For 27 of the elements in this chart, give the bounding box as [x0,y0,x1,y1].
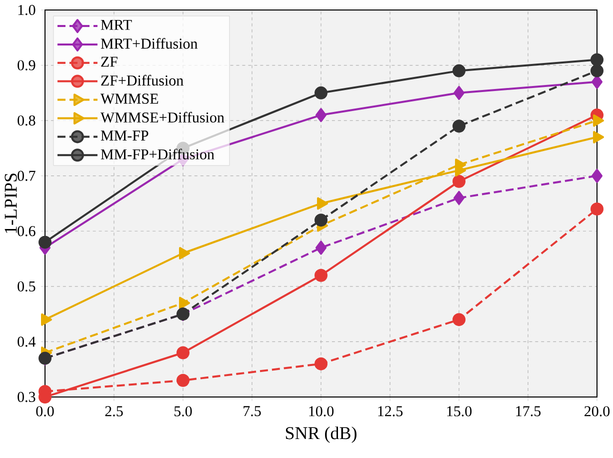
x-tick-label: 2.5 [105,406,123,416]
legend-label: WMMSE [100,94,158,104]
x-axis-title: SNR (dB) [286,426,356,443]
legend-label: MRT [100,20,132,30]
x-tick-label: 7.5 [244,406,261,416]
y-tick-label: 0.7 [18,170,36,181]
legend-label: MM-FP [100,130,148,140]
y-tick-label: 0.5 [18,281,36,292]
legend-label: MRT+Diffusion [100,38,198,49]
x-tick-label: 10.0 [309,406,334,416]
y-tick-label: 0.4 [18,336,36,347]
x-tick-label: 17.5 [516,406,541,416]
x-tick-label: 12.5 [378,406,403,416]
y-tick-label: 1.0 [18,4,36,16]
y-axis-title: 1-LPIPS [4,174,17,233]
legend-label: WMMSE+Diffusion [100,112,224,123]
y-tick-label: 0.9 [18,60,36,70]
legend-label: ZF [101,56,118,67]
x-tick-label: 15.0 [447,406,472,416]
y-tick-label: 0.8 [18,115,36,126]
x-tick-label: 0.0 [36,406,54,416]
x-tick-label: 20.0 [584,406,610,416]
y-tick-label: 0.3 [18,392,36,402]
y-tick-label: 0.6 [18,226,36,236]
x-tick-label: 5.0 [174,406,192,416]
legend-label: MM-FP+Diffusion [100,148,214,160]
legend-label: ZF+Diffusion [101,74,184,86]
